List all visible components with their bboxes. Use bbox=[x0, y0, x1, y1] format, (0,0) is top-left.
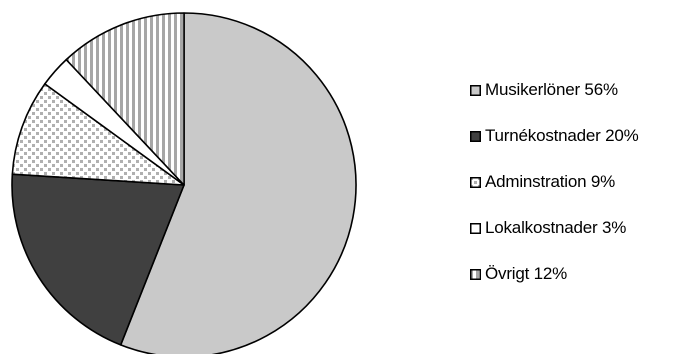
legend-item-turnekostnader: Turnékostnader 20% bbox=[470, 126, 639, 146]
legend-label-turnekostnader: Turnékostnader 20% bbox=[485, 126, 639, 145]
legend-item-ovrigt: Övrigt 12% bbox=[470, 264, 639, 284]
legend-swatch-lokalkostnader bbox=[470, 222, 481, 234]
legend-swatch-turnekostnader bbox=[470, 130, 481, 142]
legend-swatch-musikerloner bbox=[470, 84, 481, 96]
legend-item-musikerloner: Musikerlöner 56% bbox=[470, 80, 639, 100]
legend-label-ovrigt: Övrigt 12% bbox=[485, 264, 568, 283]
legend-item-lokalkostnader: Lokalkostnader 3% bbox=[470, 218, 639, 238]
legend: Musikerlöner 56% Turnékostnader 20% Admi… bbox=[470, 80, 639, 310]
legend-swatch-ovrigt bbox=[470, 268, 481, 280]
pie-slice-2 bbox=[11, 83, 185, 186]
legend-label-lokalkostnader: Lokalkostnader 3% bbox=[485, 218, 627, 237]
pie-slice-4 bbox=[65, 12, 185, 186]
legend-item-adminstration: Adminstration 9% bbox=[470, 172, 639, 192]
legend-swatch-adminstration bbox=[470, 176, 481, 188]
legend-label-musikerloner: Musikerlöner 56% bbox=[485, 80, 618, 99]
pie-slice-0 bbox=[119, 12, 357, 354]
pie-slice-1 bbox=[11, 173, 185, 346]
legend-label-adminstration: Adminstration 9% bbox=[485, 172, 616, 191]
